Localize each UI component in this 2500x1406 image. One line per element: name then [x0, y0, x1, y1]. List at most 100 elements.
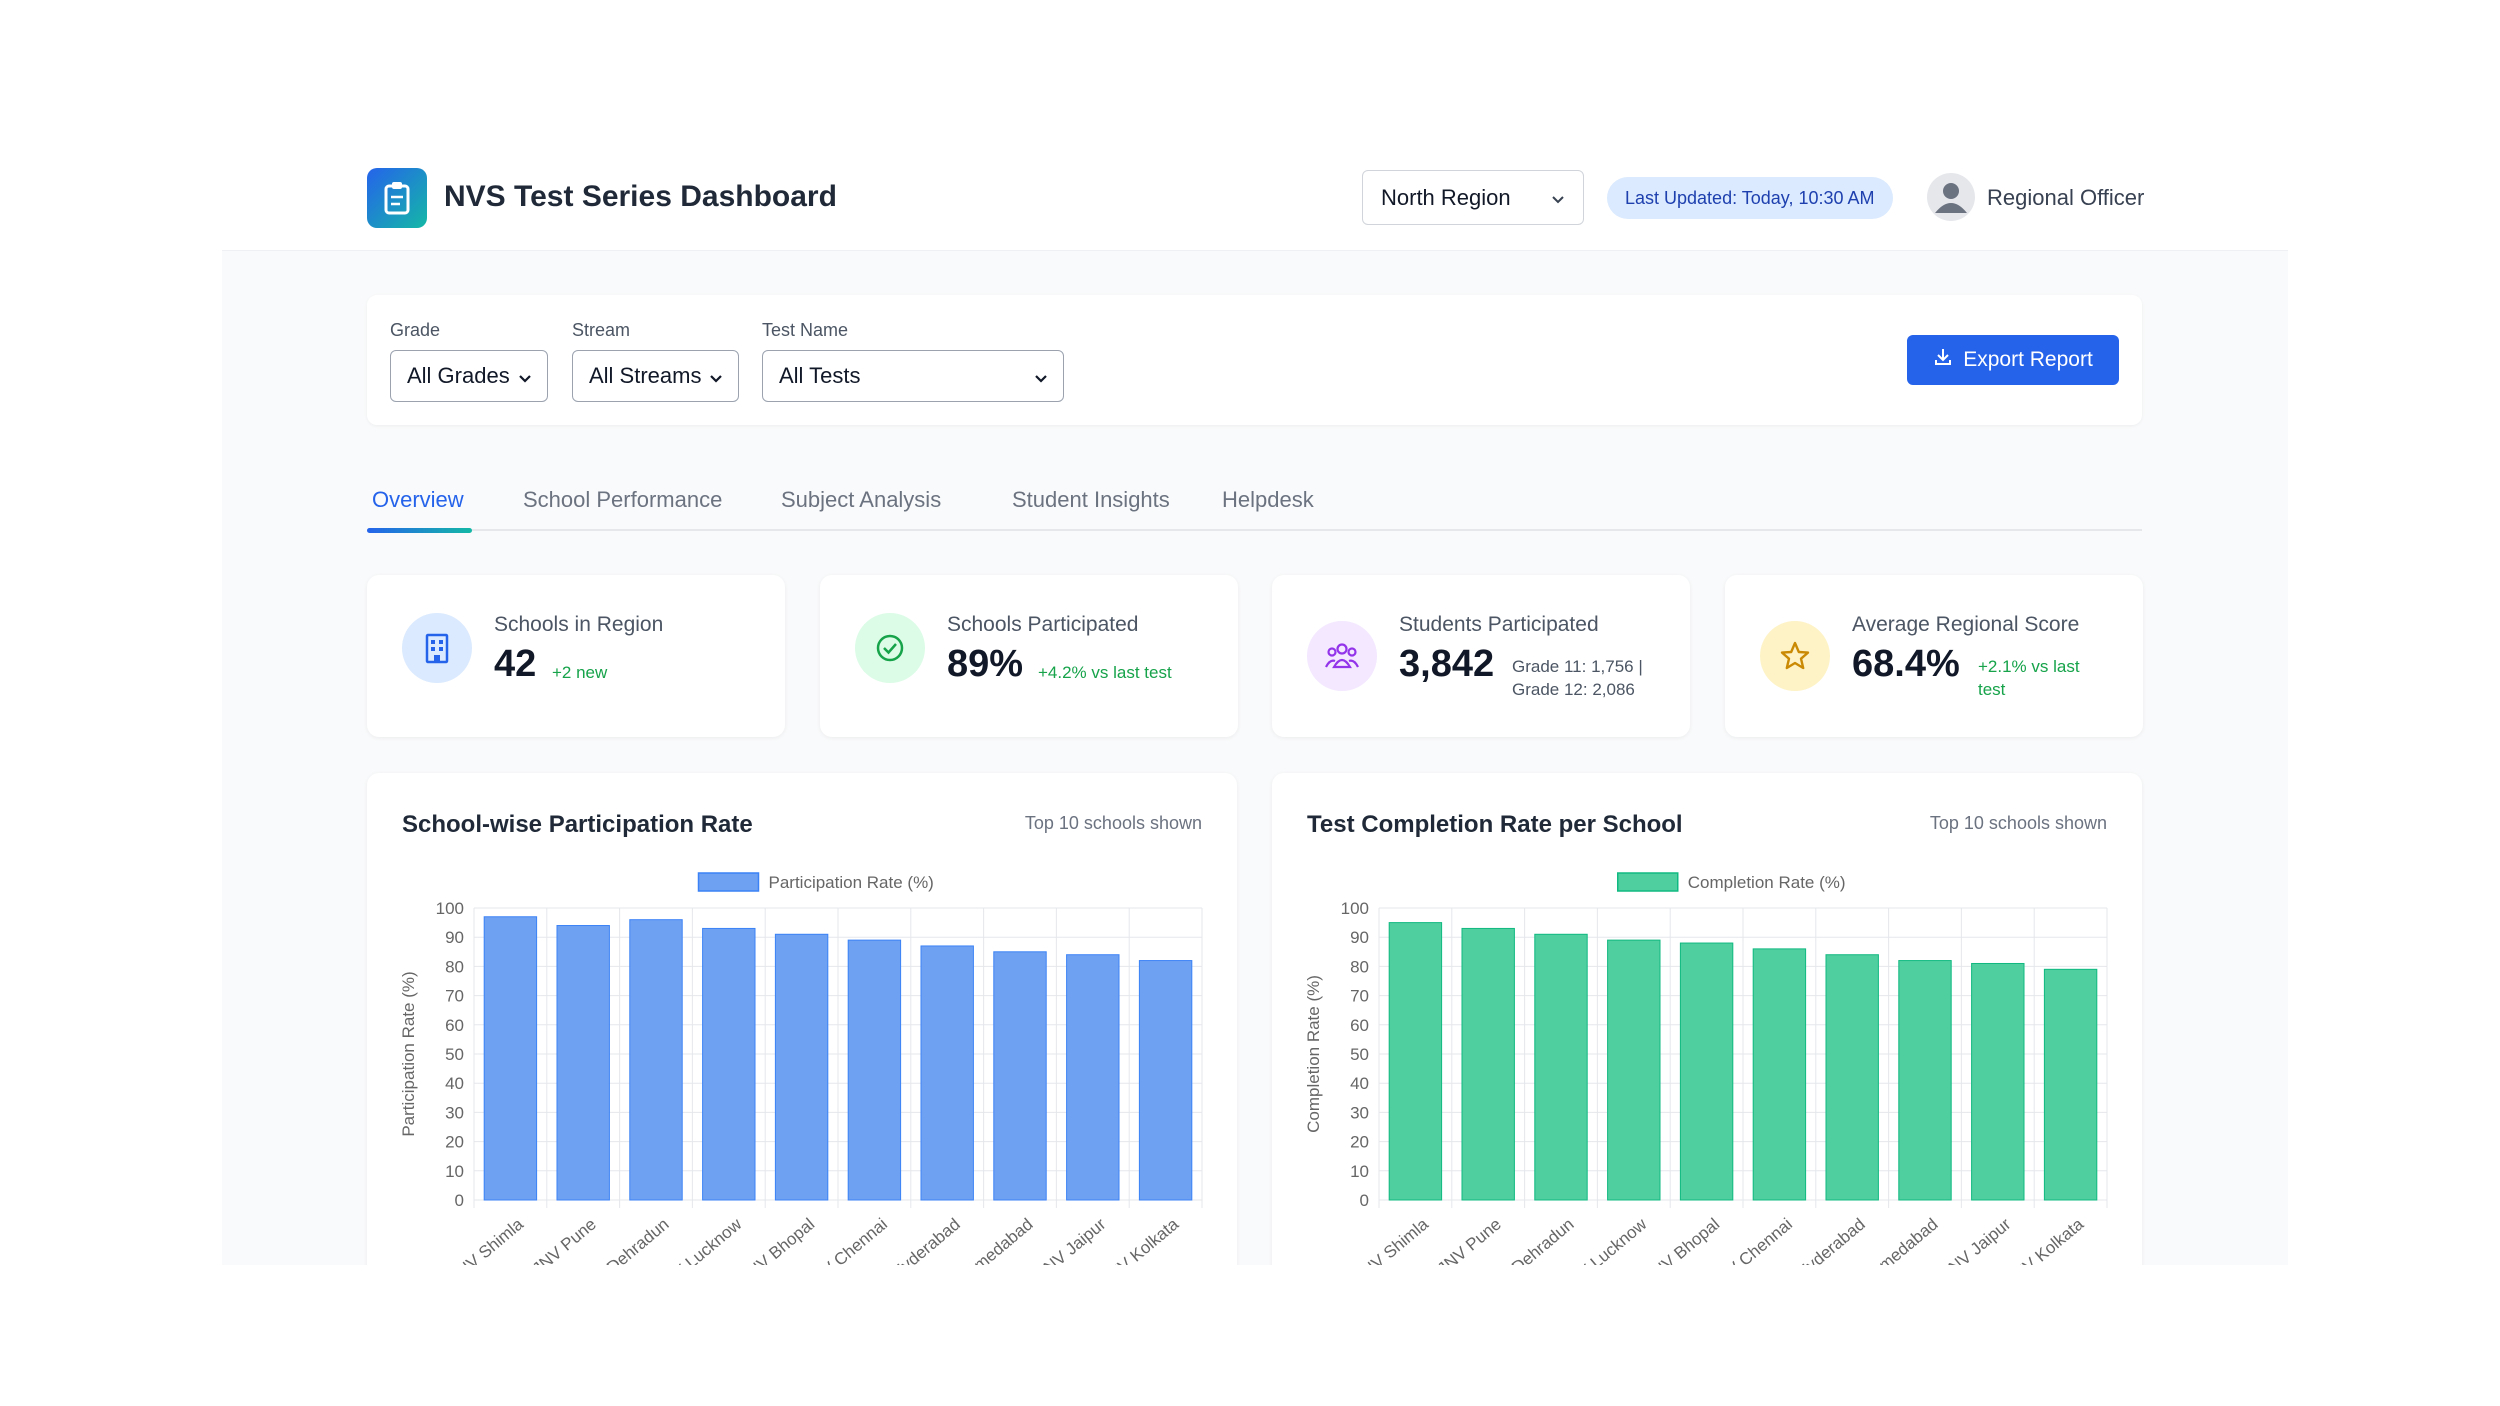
bar[interactable] — [1607, 939, 1661, 1201]
active-tab-indicator — [367, 528, 472, 533]
bar[interactable] — [1971, 962, 2025, 1201]
building-icon — [402, 613, 472, 683]
bar[interactable] — [1388, 922, 1443, 1201]
legend-swatch — [697, 872, 760, 892]
tab-student-insights[interactable]: Student Insights — [1012, 487, 1170, 512]
region-select-value: North Region — [1381, 184, 1511, 210]
stat-label: Students Participated — [1399, 613, 1599, 636]
bar[interactable] — [1461, 927, 1515, 1201]
x-tick-label: JNV Pune — [529, 1215, 600, 1265]
y-tick-label: 40 — [1350, 1074, 1369, 1093]
stat-breakdown-grade-12: Grade 12: 2,086 — [1512, 680, 1635, 699]
completion-chart-card: Test Completion Rate per School Top 10 s… — [1272, 773, 2142, 1265]
bar[interactable] — [1752, 948, 1807, 1201]
stat-label: Schools in Region — [494, 613, 664, 636]
grade-select-value: All Grades — [407, 363, 510, 388]
x-tick-label: JNV Chennai — [1707, 1215, 1796, 1265]
y-tick-label: 60 — [1350, 1016, 1369, 1035]
bar[interactable] — [483, 916, 538, 1201]
chart-title: School-wise Participation Rate — [402, 811, 753, 838]
tab-overview[interactable]: Overview — [372, 487, 464, 512]
stat-card-schools: Schools in Region 42 +2 new — [367, 575, 785, 737]
stream-label: Stream — [572, 320, 631, 340]
y-tick-label: 30 — [445, 1103, 464, 1122]
completion-rate-chart: Completion Rate (%) 0 10 20 30 40 50 60 70 80 90 10… — [1304, 872, 2108, 1265]
download-icon — [1933, 347, 1953, 373]
bar[interactable] — [1679, 942, 1734, 1201]
user-avatar-icon[interactable] — [1927, 173, 1975, 221]
test-name-select[interactable]: All Tests — [762, 350, 1064, 402]
participation-chart-card: School-wise Participation Rate Top 10 sc… — [367, 773, 1237, 1265]
stat-change: +2.1% vs last — [1978, 657, 2080, 676]
dashboard-frame: NVS Test Series Dashboard North Region L… — [222, 145, 2288, 1265]
y-tick-label: 100 — [436, 899, 464, 918]
x-tick-label: JNV Chennai — [802, 1215, 891, 1265]
test-name-select-value: All Tests — [779, 363, 861, 388]
tab-school-performance[interactable]: School Performance — [523, 487, 723, 512]
y-axis-label: Participation Rate (%) — [399, 971, 418, 1136]
stat-card-students: Students Participated 3,842 Grade 11: 1,… — [1272, 575, 1690, 737]
x-tick-label: JNV Lucknow — [654, 1214, 746, 1265]
grade-select[interactable]: All Grades — [390, 350, 548, 402]
stat-card-schools-participated: Schools Participated 89% +4.2% vs last t… — [820, 575, 1238, 737]
bar[interactable] — [2043, 968, 2098, 1201]
clipboard-icon — [367, 168, 427, 228]
stat-label: Average Regional Score — [1852, 613, 2080, 636]
export-report-button[interactable]: Export Report — [1907, 335, 2119, 385]
bar[interactable] — [774, 933, 829, 1201]
last-updated-badge: Last Updated: Today, 10:30 AM — [1607, 177, 1893, 219]
bar[interactable] — [1898, 960, 1952, 1201]
tab-subject-analysis[interactable]: Subject Analysis — [781, 487, 942, 512]
bar[interactable] — [1138, 960, 1193, 1201]
legend-swatch — [1617, 872, 1679, 892]
y-tick-label: 100 — [1341, 899, 1369, 918]
tab-helpdesk[interactable]: Helpdesk — [1222, 487, 1314, 512]
legend[interactable]: Participation Rate (%) — [697, 872, 934, 892]
bar[interactable] — [1534, 933, 1588, 1201]
bar[interactable] — [1825, 954, 1879, 1201]
chart-note: Top 10 schools shown — [1929, 813, 2107, 833]
x-tick-label: JNV Kolkata — [2003, 1214, 2087, 1265]
stat-breakdown-grade-11: Grade 11: 1,756 | — [1512, 657, 1643, 676]
y-tick-label: 20 — [1350, 1133, 1369, 1152]
y-tick-label: 50 — [1350, 1045, 1369, 1064]
y-tick-label: 50 — [445, 1045, 464, 1064]
y-tick-label: 20 — [445, 1133, 464, 1152]
y-tick-label: 60 — [445, 1016, 464, 1035]
region-select[interactable]: North Region — [1362, 170, 1584, 225]
bar[interactable] — [993, 951, 1047, 1201]
y-tick-label: 90 — [1350, 928, 1369, 947]
y-tick-label: 70 — [1350, 987, 1369, 1006]
check-circle-icon — [855, 613, 925, 683]
grade-label: Grade — [390, 320, 441, 340]
filter-panel: Grade All Grades Stream All Streams Test… — [367, 295, 2142, 425]
user-name[interactable]: Regional Officer — [1987, 185, 2145, 210]
legend-label: Completion Rate (%) — [1688, 873, 1846, 892]
x-tick-label: JNV Shimla — [447, 1214, 528, 1265]
chart-note: Top 10 schools shown — [1024, 813, 1202, 833]
test-name-label: Test Name — [762, 320, 849, 340]
bar[interactable] — [629, 919, 683, 1201]
legend[interactable]: Completion Rate (%) — [1617, 872, 1846, 892]
bar[interactable] — [847, 939, 902, 1201]
stat-value: 89% — [947, 643, 1024, 685]
stream-select[interactable]: All Streams — [572, 350, 739, 402]
stat-value: 68.4% — [1852, 643, 1960, 685]
stream-select-value: All Streams — [589, 363, 702, 388]
legend-label: Participation Rate (%) — [769, 873, 934, 892]
chevron-down-icon — [1551, 185, 1565, 211]
bar[interactable] — [556, 925, 610, 1201]
bar[interactable] — [920, 945, 974, 1201]
stat-card-average-score: Average Regional Score 68.4% +2.1% vs la… — [1725, 575, 2143, 737]
x-tick-label: JNV Lucknow — [1559, 1214, 1651, 1265]
chart-title: Test Completion Rate per School — [1307, 811, 1683, 838]
y-tick-label: 30 — [1350, 1103, 1369, 1122]
top-header: NVS Test Series Dashboard North Region L… — [222, 145, 2288, 251]
bar[interactable] — [702, 927, 756, 1201]
participation-rate-chart: Participation Rate (%) 0 10 20 30 40 50 60 70 80 9… — [399, 872, 1203, 1265]
users-icon — [1307, 621, 1377, 691]
y-tick-label: 10 — [445, 1162, 464, 1181]
y-tick-label: 80 — [445, 957, 464, 976]
export-report-label: Export Report — [1963, 348, 2093, 371]
bar[interactable] — [1066, 954, 1120, 1201]
